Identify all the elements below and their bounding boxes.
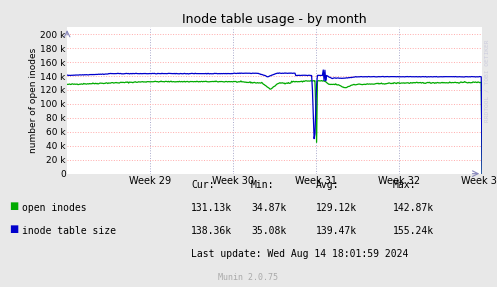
- Title: Inode table usage - by month: Inode table usage - by month: [182, 13, 367, 26]
- Text: 131.13k: 131.13k: [191, 203, 233, 213]
- Text: inode table size: inode table size: [22, 226, 116, 236]
- Text: 34.87k: 34.87k: [251, 203, 286, 213]
- Text: Max:: Max:: [393, 180, 416, 190]
- Text: Min:: Min:: [251, 180, 274, 190]
- Text: ■: ■: [9, 224, 18, 234]
- Text: 138.36k: 138.36k: [191, 226, 233, 236]
- Text: Last update: Wed Aug 14 18:01:59 2024: Last update: Wed Aug 14 18:01:59 2024: [191, 249, 409, 259]
- Text: Munin 2.0.75: Munin 2.0.75: [219, 273, 278, 282]
- Text: 35.08k: 35.08k: [251, 226, 286, 236]
- Text: Cur:: Cur:: [191, 180, 215, 190]
- Text: 155.24k: 155.24k: [393, 226, 434, 236]
- Text: 129.12k: 129.12k: [316, 203, 357, 213]
- Text: ■: ■: [9, 201, 18, 211]
- Text: 142.87k: 142.87k: [393, 203, 434, 213]
- Text: RRDTOOL / TOBI OETIKER: RRDTOOL / TOBI OETIKER: [485, 39, 490, 122]
- Y-axis label: number of open inodes: number of open inodes: [28, 48, 38, 153]
- Text: Avg:: Avg:: [316, 180, 339, 190]
- Text: 139.47k: 139.47k: [316, 226, 357, 236]
- Text: open inodes: open inodes: [22, 203, 87, 213]
